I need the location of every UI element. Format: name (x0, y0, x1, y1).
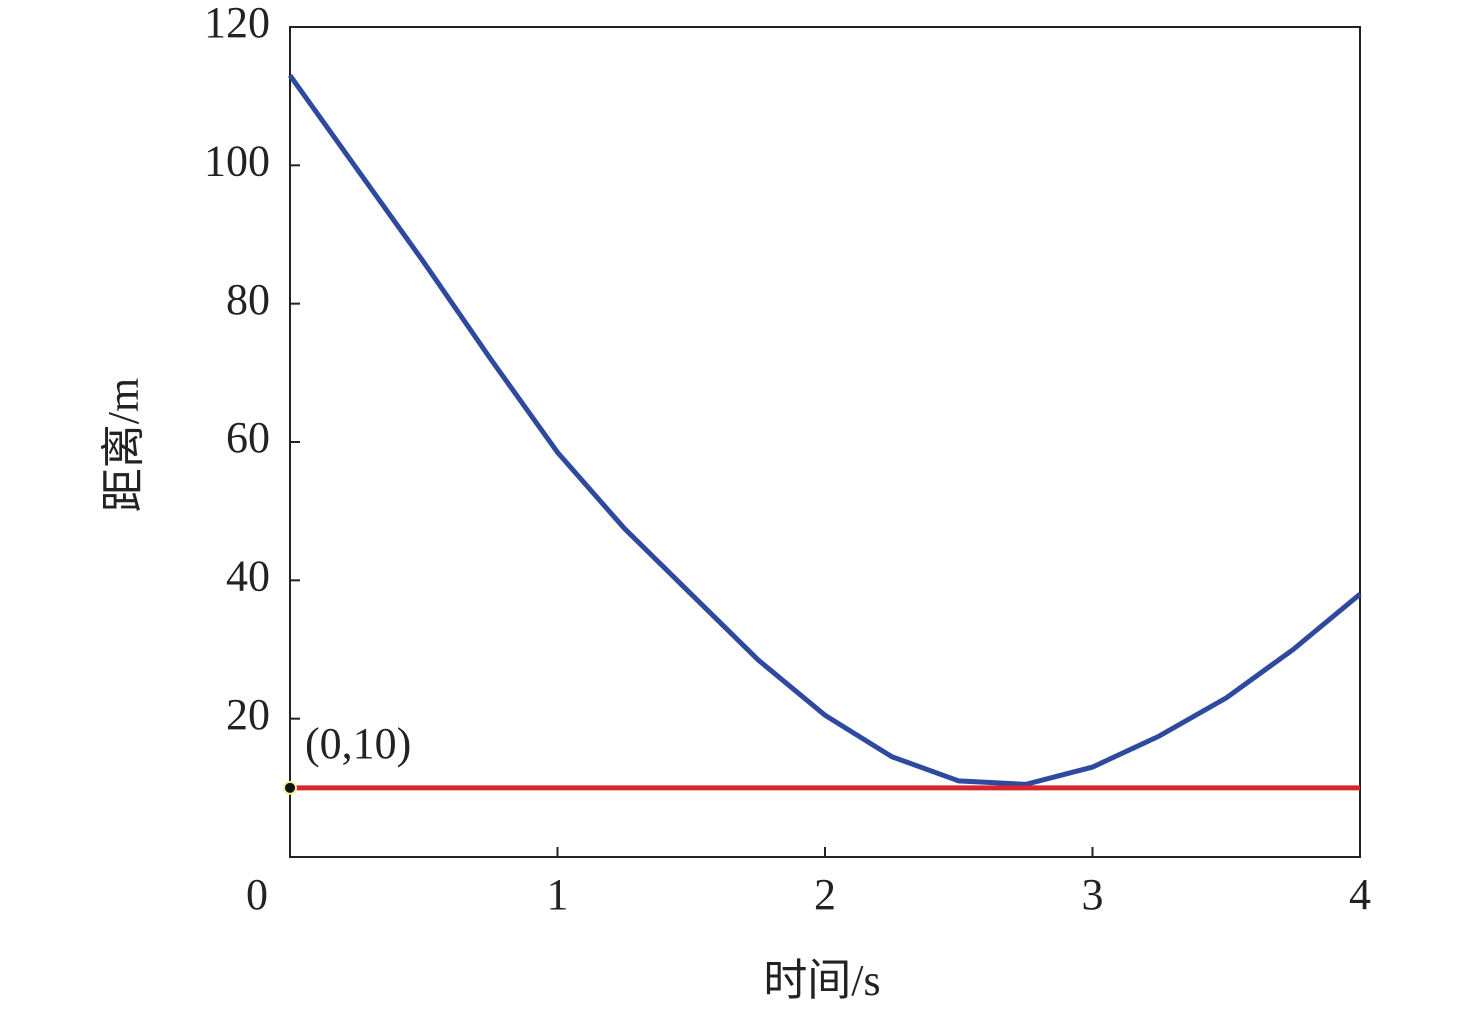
x-axis-label: 时间/s (763, 956, 880, 1005)
y-tick-label: 80 (226, 275, 270, 324)
plot-frame (289, 26, 1361, 858)
annotation-point (283, 780, 297, 795)
x-tick-label: 3 (1082, 870, 1104, 919)
x-tick-label: 2 (814, 870, 836, 919)
y-axis-label: 距离/m (99, 378, 148, 512)
x-tick-label: 1 (547, 870, 569, 919)
y-tick-label: 40 (226, 551, 270, 600)
y-tick-label: 100 (204, 136, 270, 185)
y-tick-label: 20 (226, 690, 270, 739)
y-tick-label: 120 (204, 0, 270, 47)
y-tick-label: 60 (226, 413, 270, 462)
x-tick-label: 0 (246, 870, 268, 919)
line (287, 73, 1362, 787)
annotation-label: (0,10) (305, 719, 411, 768)
x-tick-label: 4 (1349, 870, 1371, 919)
